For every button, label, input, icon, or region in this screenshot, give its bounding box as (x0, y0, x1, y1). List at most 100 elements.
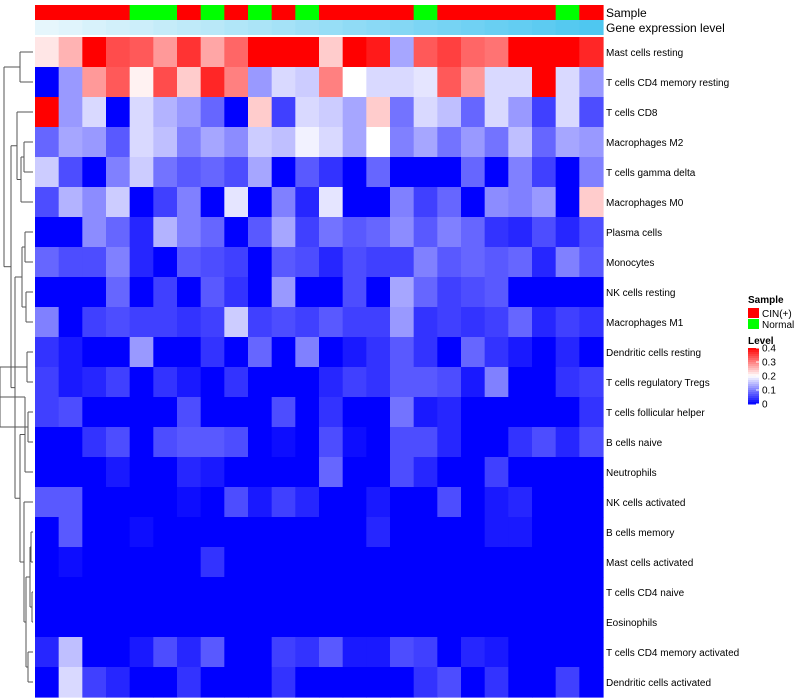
heatmap-cell (366, 427, 391, 458)
heatmap-cell (319, 247, 344, 278)
sample-legend-title: Sample (748, 295, 784, 306)
heatmap-cell (366, 487, 391, 518)
heatmap-cell (129, 427, 154, 458)
heatmap-cell (35, 667, 60, 698)
heatmap-cell (484, 247, 509, 278)
heatmap-cell (224, 427, 249, 458)
level-legend-gradient-step (748, 402, 759, 405)
heatmap-cell (319, 607, 344, 638)
heatmap-cell (484, 217, 509, 248)
sample-annotation-cell (508, 5, 533, 20)
heatmap-cell (248, 37, 273, 68)
heatmap-cell (224, 217, 249, 248)
heatmap-cell (532, 247, 557, 278)
heatmap-cell (342, 457, 367, 488)
gene-level-annotation-cell (106, 20, 131, 35)
heatmap-cell (153, 667, 178, 698)
heatmap-cell (484, 547, 509, 578)
heatmap-cell (129, 667, 154, 698)
heatmap-cell (129, 217, 154, 248)
heatmap-cell (508, 637, 533, 668)
heatmap-cell (35, 457, 60, 488)
level-legend-gradient-step (748, 348, 759, 351)
heatmap-cell (153, 247, 178, 278)
heatmap-cell (248, 307, 273, 338)
heatmap-cell (555, 307, 580, 338)
heatmap-cell (58, 577, 83, 608)
heatmap-cell (58, 217, 83, 248)
heatmap-cell (248, 157, 273, 188)
heatmap-cell (224, 607, 249, 638)
heatmap-cell (58, 247, 83, 278)
gene-level-annotation-cell (508, 20, 533, 35)
heatmap-cell (579, 97, 604, 128)
heatmap-cell (461, 67, 486, 98)
heatmap-cell (106, 667, 131, 698)
heatmap-cell (319, 517, 344, 548)
level-legend-gradient-step (748, 354, 759, 357)
heatmap-cell (82, 517, 107, 548)
heatmap-cell (224, 127, 249, 158)
heatmap-cell (532, 367, 557, 398)
sample-legend-label: CIN(+) (762, 309, 792, 320)
heatmap-cell (532, 547, 557, 578)
heatmap-cell (319, 277, 344, 308)
heatmap-cell (532, 307, 557, 338)
heatmap-cell (177, 337, 202, 368)
heatmap-cell (200, 157, 225, 188)
heatmap-cell (555, 247, 580, 278)
heatmap-cell (271, 577, 296, 608)
heatmap-cell (295, 487, 320, 518)
heatmap-cell (200, 397, 225, 428)
heatmap-cell (532, 397, 557, 428)
heatmap-cell (35, 127, 60, 158)
heatmap-cell (532, 577, 557, 608)
level-legend-gradient-step (748, 386, 759, 389)
heatmap-cell (129, 517, 154, 548)
heatmap-cell (461, 127, 486, 158)
heatmap-cell (271, 457, 296, 488)
row-label: Mast cells activated (606, 558, 693, 569)
heatmap-cell (58, 427, 83, 458)
heatmap-cell (319, 37, 344, 68)
heatmap-cell (437, 427, 462, 458)
row-label: B cells naive (606, 438, 663, 449)
heatmap-cell (153, 487, 178, 518)
gene-level-annotation-cell (82, 20, 107, 35)
heatmap-cell (413, 607, 438, 638)
level-legend-tick-label: 0.2 (762, 372, 776, 383)
heatmap-cell (413, 67, 438, 98)
heatmap-cell (319, 157, 344, 188)
heatmap-cell (177, 67, 202, 98)
heatmap-cell (390, 277, 415, 308)
heatmap-cell (224, 457, 249, 488)
heatmap-cell (508, 577, 533, 608)
heatmap-cell (366, 307, 391, 338)
heatmap-cell (413, 307, 438, 338)
heatmap-cell (106, 277, 131, 308)
heatmap-cell (224, 337, 249, 368)
heatmap-cell (532, 337, 557, 368)
sample-annotation-cell (555, 5, 580, 20)
heatmap-cell (295, 37, 320, 68)
row-label: T cells gamma delta (606, 168, 696, 179)
gene-level-annotation-cell (295, 20, 320, 35)
heatmap-cell (390, 487, 415, 518)
sample-annotation-cell (319, 5, 344, 20)
gene-level-annotation-cell (319, 20, 344, 35)
heatmap-cell (82, 457, 107, 488)
heatmap-cell (295, 277, 320, 308)
heatmap-cell (342, 157, 367, 188)
heatmap-cell (555, 667, 580, 698)
heatmap-cell (390, 127, 415, 158)
heatmap-cell (437, 337, 462, 368)
heatmap-cell (35, 187, 60, 218)
row-label: NK cells resting (606, 288, 675, 299)
level-legend-gradient-step (748, 376, 759, 379)
sample-annotation-cell (366, 5, 391, 20)
sample-annotation-cell (58, 5, 83, 20)
heatmap-cell (390, 397, 415, 428)
level-legend-gradient-step (748, 384, 759, 387)
